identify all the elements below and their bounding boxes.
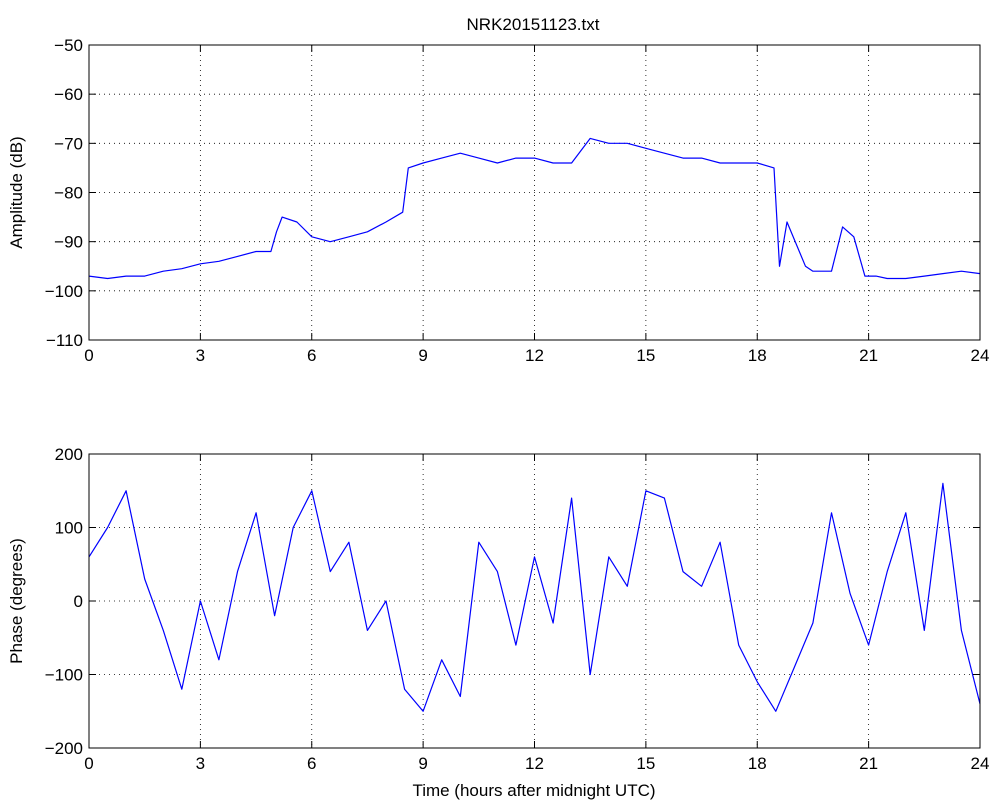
phase-grid (89, 454, 980, 748)
x-tick-label: 21 (859, 346, 878, 365)
amplitude-series-line (88, 137, 981, 280)
phase-series-line (88, 482, 981, 712)
phase-y-axis-label: Phase (degrees) (7, 538, 26, 664)
x-tick-label: 6 (307, 754, 316, 773)
x-tick-label: 0 (84, 754, 93, 773)
y-tick-label: −80 (54, 184, 83, 203)
y-tick-label: 200 (55, 445, 83, 464)
x-tick-label: 12 (525, 754, 544, 773)
y-tick-label: −90 (54, 233, 83, 252)
amplitude-grid (89, 45, 980, 340)
x-tick-label: 24 (971, 346, 990, 365)
x-tick-label: 3 (196, 346, 205, 365)
chart-title: NRK20151123.txt (467, 15, 600, 34)
phase-line-layer (88, 482, 981, 712)
x-tick-label: 24 (971, 754, 990, 773)
y-tick-label: −60 (54, 85, 83, 104)
x-tick-label: 3 (196, 754, 205, 773)
time-x-axis-label: Time (hours after midnight UTC) (412, 781, 655, 800)
x-tick-label: 0 (84, 346, 93, 365)
y-tick-label: 100 (55, 519, 83, 538)
x-tick-label: 15 (636, 346, 655, 365)
phase-panel: 0 3 6 9 12 15 18 21 24 −200 −100 0 100 200 Phase (deg… (7, 445, 989, 800)
y-tick-label: −50 (54, 36, 83, 55)
amplitude-panel: NRK20151123.txt 0 3 6 9 12 15 18 21 24 −110 −100 −9… (7, 15, 989, 365)
amplitude-ticks: 0 3 6 9 12 15 18 21 24 −110 −100 −90 −80 −70 −60 −50 (45, 36, 990, 365)
amplitude-line-layer (88, 137, 981, 280)
x-tick-label: 9 (418, 754, 427, 773)
y-tick-label: −110 (46, 331, 83, 350)
x-tick-label: 18 (748, 754, 767, 773)
x-tick-label: 18 (748, 346, 767, 365)
x-tick-label: 15 (636, 754, 655, 773)
y-tick-label: 0 (74, 592, 83, 611)
phase-ticks: 0 3 6 9 12 15 18 21 24 −200 −100 0 100 200 (45, 445, 990, 773)
x-tick-label: 21 (859, 754, 878, 773)
x-tick-label: 12 (525, 346, 544, 365)
x-tick-label: 9 (418, 346, 427, 365)
amplitude-y-axis-label: Amplitude (dB) (7, 136, 26, 248)
y-tick-label: −100 (45, 282, 83, 301)
x-tick-label: 6 (307, 346, 316, 365)
y-tick-label: −70 (54, 134, 83, 153)
y-tick-label: −100 (45, 666, 83, 685)
y-tick-label: −200 (45, 739, 83, 758)
